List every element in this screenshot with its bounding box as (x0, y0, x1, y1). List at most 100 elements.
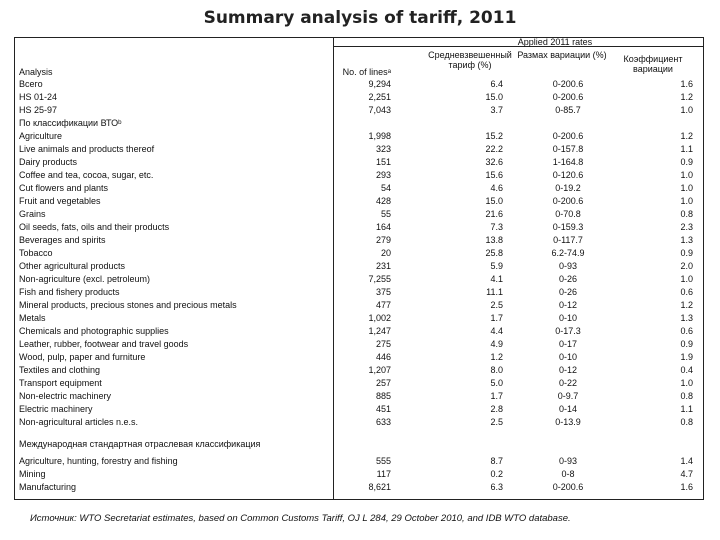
lines-cell: 428 (375, 196, 391, 206)
row-label: Non-electric machinery (19, 391, 112, 401)
avg-tariff-cell: 6.4 (490, 79, 503, 89)
row-label: Electric machinery (19, 404, 93, 414)
row-label: Fruit and vegetables (19, 196, 101, 206)
cv-cell: 0.9 (680, 248, 693, 258)
cv-cell: 0.6 (680, 326, 693, 336)
cv-cell: 1.0 (680, 183, 693, 193)
table-row: Mining 117 0.2 0-8 4.7 (15, 468, 703, 481)
column-divider (333, 38, 334, 499)
row-label: Manufacturing (19, 482, 77, 492)
lines-cell: 1,998 (368, 131, 391, 141)
table-row: Live animals and products thereof 323 22.2… (15, 143, 703, 156)
lines-cell: 275 (375, 339, 391, 349)
table-row: Wood, pulp, paper and furniture 446 1.2 0-1… (15, 351, 703, 364)
cv-cell: 0.8 (680, 417, 693, 427)
avg-tariff-cell: 15.2 (485, 131, 503, 141)
avg-tariff-cell: 15.0 (485, 196, 503, 206)
table-row: Fish and fishery products 375 11.1 0-26 0.6 (15, 286, 703, 299)
range-cell: 0-9.7 (557, 391, 579, 401)
table-row: Non-electric machinery 885 1.7 0-9.7 0.8 (15, 390, 703, 403)
range-cell: 0-159.3 (552, 222, 584, 232)
cv-cell: 2.0 (680, 261, 693, 271)
avg-tariff-cell: 2.5 (490, 417, 503, 427)
table-row: Dairy products 151 32.6 1-164.8 0.9 (15, 156, 703, 169)
row-label: Other agricultural products (19, 261, 126, 271)
cv-cell: 1.0 (680, 170, 693, 180)
lines-cell: 257 (375, 378, 391, 388)
cv-cell: 1.6 (680, 482, 693, 492)
avg-tariff-cell: 0.2 (490, 469, 503, 479)
cv-cell: 0.9 (680, 339, 693, 349)
table-row: Transport equipment 257 5.0 0-22 1.0 (15, 377, 703, 390)
range-cell: 0-26 (558, 287, 577, 297)
avg-tariff-cell: 21.6 (485, 209, 503, 219)
cv-cell: 1.0 (680, 196, 693, 206)
table-row: Chemicals and photographic supplies 1,247… (15, 325, 703, 338)
lines-cell: 1,207 (368, 365, 391, 375)
lines-cell: 1,247 (368, 326, 391, 336)
row-label: HS 25-97 (19, 105, 58, 115)
cv-cell: 1.0 (680, 105, 693, 115)
cv-cell: 1.0 (680, 378, 693, 388)
avg-tariff-cell: 15.0 (485, 92, 503, 102)
row-label: Coffee and tea, cocoa, sugar, etc. (19, 170, 154, 180)
row-label: Chemicals and photographic supplies (19, 326, 169, 336)
avg-tariff-cell: 3.7 (490, 105, 503, 115)
cv-cell: 4.7 (680, 469, 693, 479)
row-label: Tobacco (19, 248, 53, 258)
avg-tariff-cell: 2.8 (490, 404, 503, 414)
lines-cell: 54 (380, 183, 391, 193)
range-cell: 0-14 (558, 404, 577, 414)
lines-cell: 151 (375, 157, 391, 167)
row-label: Leather, rubber, footwear and travel goo… (19, 339, 189, 349)
row-label: Non-agriculture (excl. petroleum) (19, 274, 151, 284)
cv-cell: 1.1 (680, 144, 693, 154)
table-row: Tobacco 20 25.8 6.2-74.9 0.9 (15, 247, 703, 260)
lines-cell: 555 (375, 456, 391, 466)
lines-cell: 9,294 (368, 79, 391, 89)
avg-tariff-cell: 1.7 (490, 313, 503, 323)
range-cell: 0-200.6 (552, 482, 584, 492)
avg-tariff-cell: 4.1 (490, 274, 503, 284)
table-row: Cut flowers and plants 54 4.6 0-19.2 1.0 (15, 182, 703, 195)
range-cell: 6.2-74.9 (551, 248, 585, 258)
cv-cell: 0.8 (680, 391, 693, 401)
table-row: Всего 9,294 6.4 0-200.6 1.6 (15, 78, 703, 91)
cv-cell: 1.1 (680, 404, 693, 414)
section-bto: По классификации ВТОᵇ (19, 118, 122, 128)
range-cell: 0-93 (558, 261, 577, 271)
header-divider (333, 46, 703, 47)
table-row: HS 25-97 7,043 3.7 0-85.7 1.0 (15, 104, 703, 117)
row-label: Всего (19, 79, 43, 89)
cv-cell: 1.0 (680, 274, 693, 284)
row-label: Live animals and products thereof (19, 144, 155, 154)
range-cell: 1-164.8 (552, 157, 584, 167)
lines-cell: 2,251 (368, 92, 391, 102)
table-row: Electric machinery 451 2.8 0-14 1.1 (15, 403, 703, 416)
table-row: Oil seeds, fats, oils and their products… (15, 221, 703, 234)
avg-tariff-cell: 32.6 (485, 157, 503, 167)
source-note: Источник: WTO Secretariat estimates, bas… (30, 513, 571, 524)
avg-tariff-cell: 2.5 (490, 300, 503, 310)
row-label: Oil seeds, fats, oils and their products (19, 222, 170, 232)
table-row: Textiles and clothing 1,207 8.0 0-12 0.4 (15, 364, 703, 377)
cv-cell: 1.9 (680, 352, 693, 362)
table-row: Coffee and tea, cocoa, sugar, etc. 293 15.… (15, 169, 703, 182)
range-cell: 0-93 (558, 456, 577, 466)
row-label: Cut flowers and plants (19, 183, 109, 193)
lines-cell: 323 (375, 144, 391, 154)
cv-cell: 1.6 (680, 79, 693, 89)
range-cell: 0-19.2 (555, 183, 581, 193)
lines-cell: 7,255 (368, 274, 391, 284)
range-cell: 0-13.9 (555, 417, 581, 427)
row-label: Wood, pulp, paper and furniture (19, 352, 146, 362)
table-row: Fruit and vegetables 428 15.0 0-200.6 1.0 (15, 195, 703, 208)
lines-cell: 231 (375, 261, 391, 271)
cv-cell: 0.8 (680, 209, 693, 219)
row-label: Mining (19, 469, 46, 479)
range-cell: 0-200.6 (552, 92, 584, 102)
range-cell: 0-8 (561, 469, 575, 479)
cv-cell: 1.2 (680, 92, 693, 102)
cv-header: Коэффициент вариации (623, 54, 683, 74)
range-cell: 0-85.7 (555, 105, 581, 115)
